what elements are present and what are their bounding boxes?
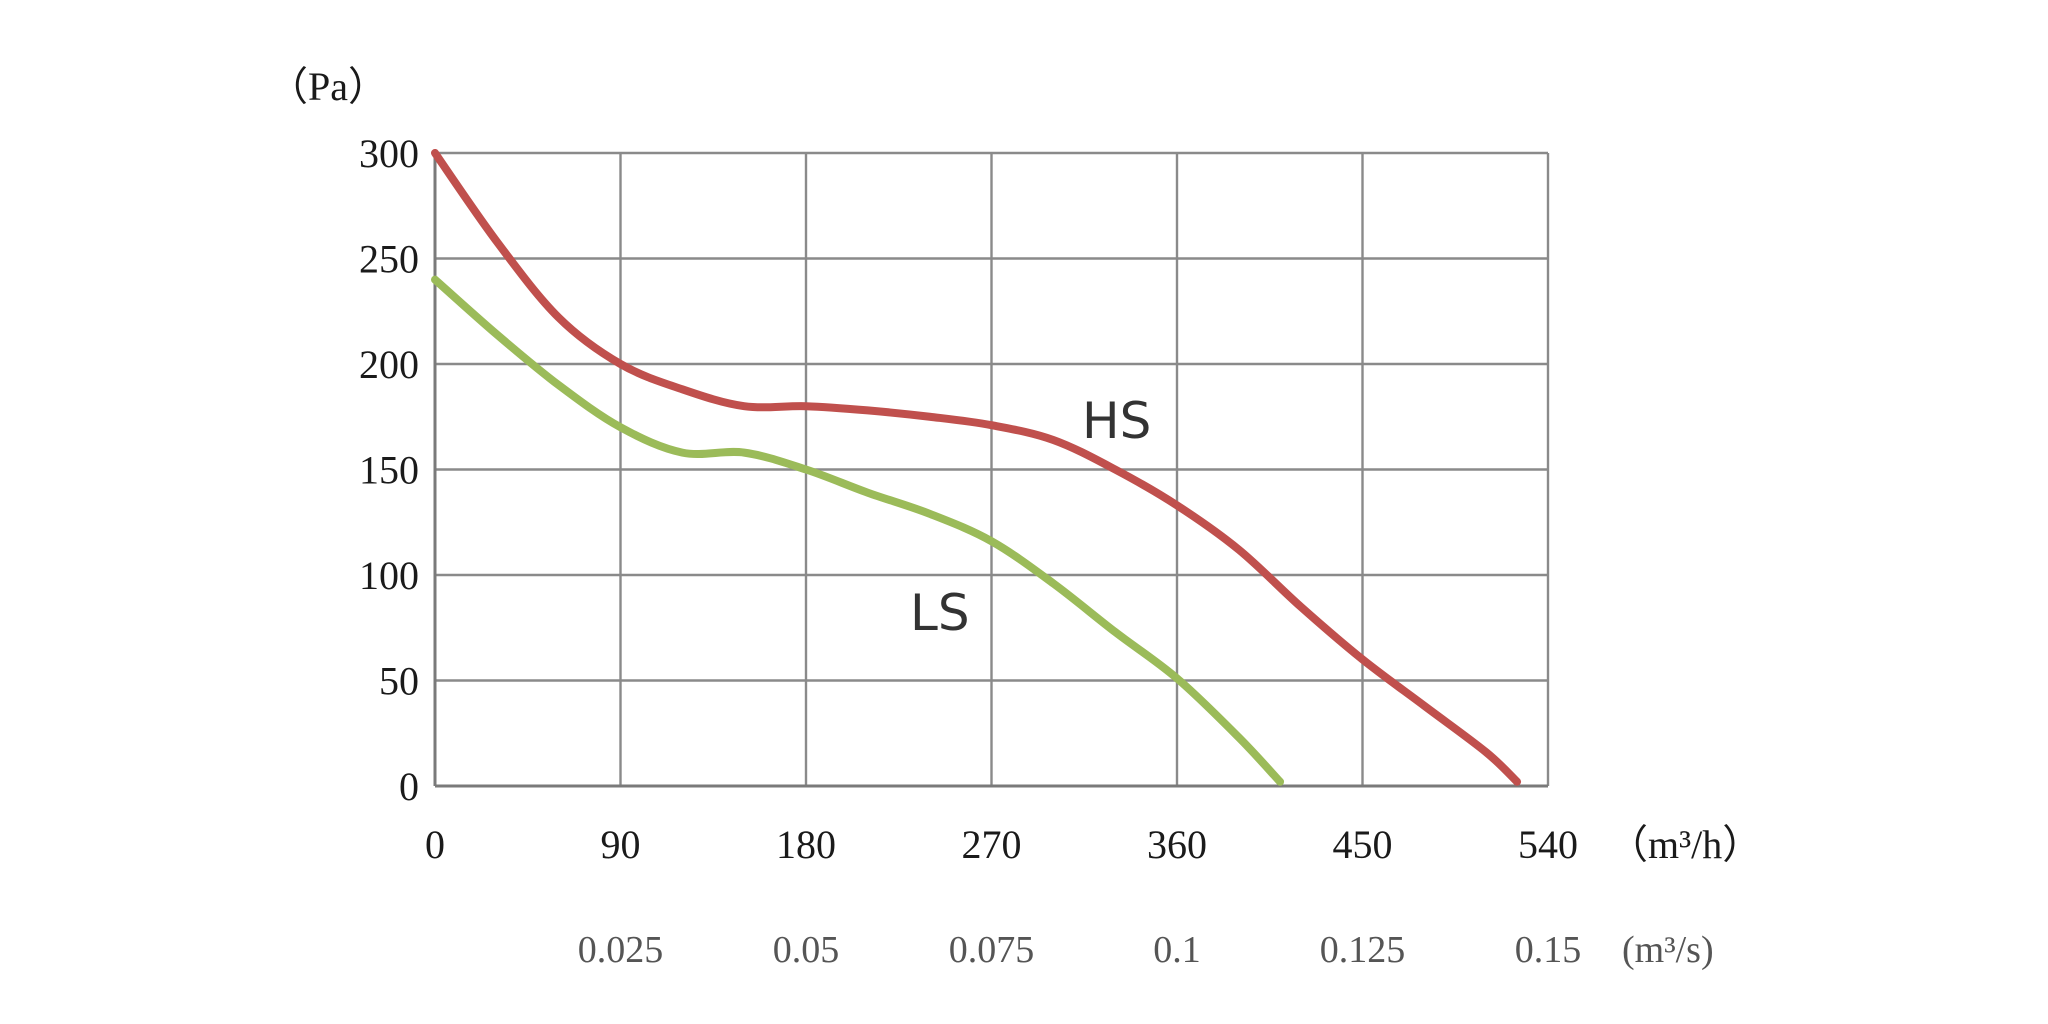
y-axis-unit-label: （Pa） [268, 64, 388, 109]
secondary-x-tick-label: 0.025 [578, 929, 664, 971]
x-tick-label: 270 [962, 822, 1022, 867]
grid [435, 151, 1550, 786]
y-tick-label: 300 [359, 131, 419, 176]
y-tick-label: 200 [359, 342, 419, 387]
secondary-x-tick-label: 0.1 [1153, 929, 1201, 971]
axes [433, 153, 1548, 788]
x-axis-unit-label: （m³/h） [1608, 822, 1762, 867]
x-tick-label: 540 [1518, 822, 1578, 867]
y-tick-label: 150 [359, 448, 419, 493]
x-tick-label: 450 [1333, 822, 1393, 867]
series-curves [431, 149, 1522, 786]
x-tick-labels: 0 90 180 270 360 450 540 [425, 822, 1578, 867]
x-tick-label: 90 [601, 822, 641, 867]
secondary-x-tick-label: 0.05 [773, 929, 840, 971]
secondary-x-tick-label: 0.075 [949, 929, 1035, 971]
x-tick-label: 180 [776, 822, 836, 867]
y-tick-label: 250 [359, 237, 419, 282]
y-tick-labels: 0 50 100 150 200 250 300 [359, 131, 419, 809]
y-tick-label: 50 [379, 659, 419, 704]
secondary-x-tick-label: 0.15 [1515, 929, 1582, 971]
secondary-x-tick-label: 0.125 [1320, 929, 1406, 971]
series-label-ls: LS [910, 584, 970, 642]
y-tick-label: 100 [359, 553, 419, 598]
x-tick-label: 0 [425, 822, 445, 867]
series-line-ls [431, 275, 1285, 786]
series-line-hs [431, 149, 1522, 786]
x-tick-label: 360 [1147, 822, 1207, 867]
secondary-x-tick-labels: 0.025 0.05 0.075 0.1 0.125 0.15 [578, 929, 1582, 971]
secondary-x-axis-unit-label: (m³/s) [1622, 929, 1714, 971]
y-tick-label: 0 [399, 764, 419, 809]
series-label-hs: HS [1082, 392, 1151, 450]
